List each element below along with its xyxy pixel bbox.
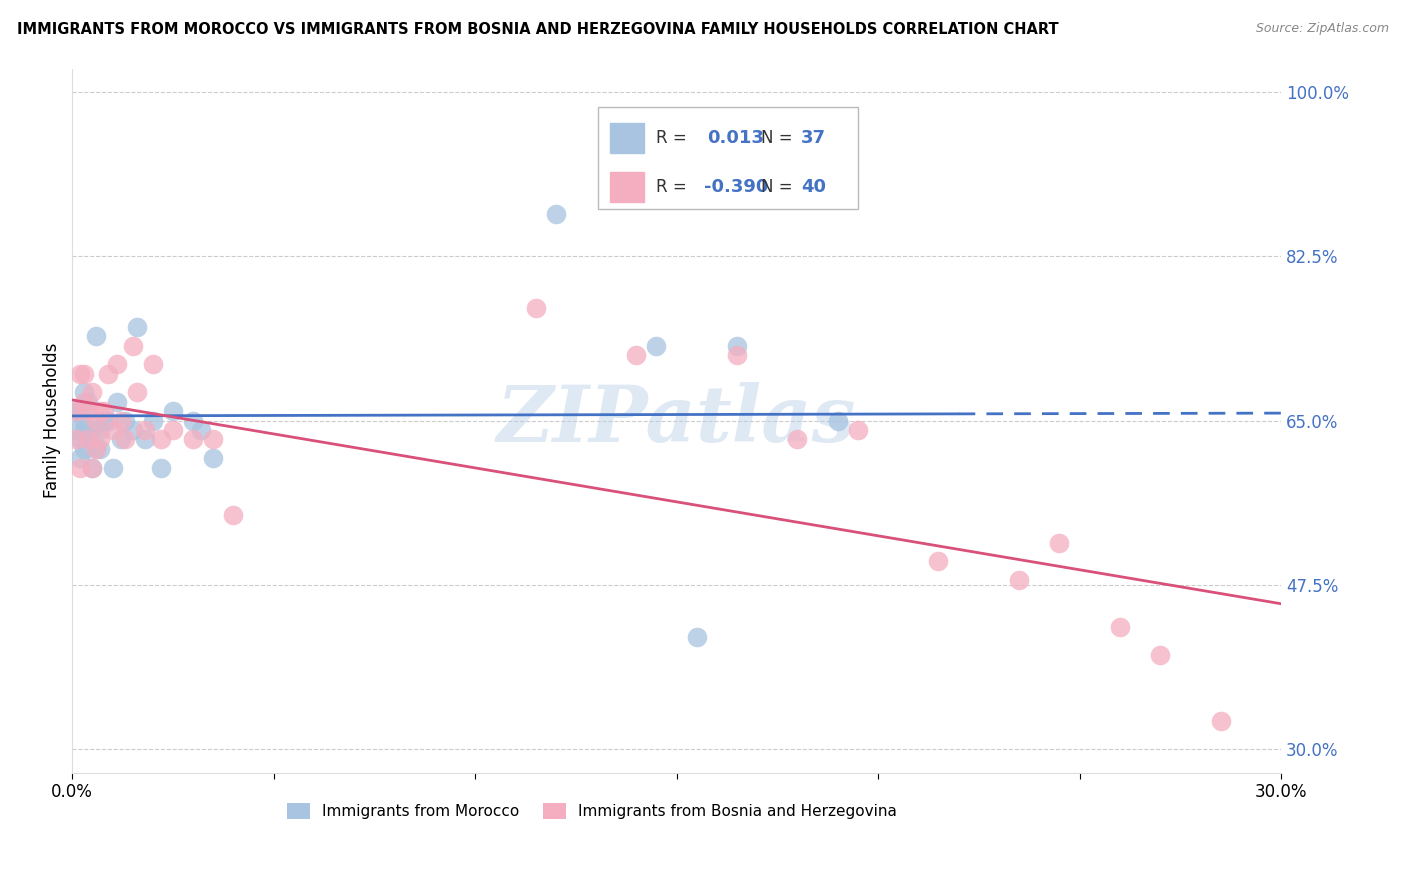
- Point: [69, 404, 91, 418]
- Point: [1209, 714, 1232, 728]
- Point: [827, 414, 849, 428]
- Point: [93, 414, 115, 428]
- Point: [114, 414, 136, 428]
- Text: -0.390: -0.390: [704, 178, 769, 196]
- Point: [89, 433, 111, 447]
- Text: 40: 40: [801, 178, 827, 196]
- Point: [105, 357, 128, 371]
- Point: [86, 442, 108, 456]
- Point: [686, 630, 709, 644]
- Point: [626, 348, 648, 362]
- Point: [69, 460, 91, 475]
- Text: N =: N =: [761, 178, 799, 196]
- Point: [725, 338, 748, 352]
- Point: [125, 319, 148, 334]
- Point: [202, 433, 225, 447]
- Point: [181, 414, 204, 428]
- Point: [73, 423, 96, 437]
- Point: [82, 460, 104, 475]
- Point: [125, 385, 148, 400]
- Point: [73, 414, 96, 428]
- Point: [77, 404, 100, 418]
- Point: [524, 301, 547, 315]
- Point: [65, 423, 87, 437]
- Point: [82, 385, 104, 400]
- Point: [149, 433, 172, 447]
- Text: R =: R =: [657, 178, 692, 196]
- Point: [73, 395, 96, 409]
- Point: [97, 414, 120, 428]
- Point: [1047, 535, 1070, 549]
- Legend: Immigrants from Morocco, Immigrants from Bosnia and Herzegovina: Immigrants from Morocco, Immigrants from…: [281, 797, 903, 825]
- Point: [89, 423, 111, 437]
- Point: [86, 329, 108, 343]
- Text: IMMIGRANTS FROM MOROCCO VS IMMIGRANTS FROM BOSNIA AND HERZEGOVINA FAMILY HOUSEHO: IMMIGRANTS FROM MOROCCO VS IMMIGRANTS FR…: [17, 22, 1059, 37]
- Point: [65, 404, 87, 418]
- Point: [162, 404, 184, 418]
- Bar: [610, 123, 644, 153]
- Point: [121, 423, 143, 437]
- Point: [65, 404, 87, 418]
- Point: [142, 414, 165, 428]
- Point: [202, 451, 225, 466]
- Point: [86, 442, 108, 456]
- Point: [101, 460, 124, 475]
- Point: [110, 433, 132, 447]
- Point: [105, 395, 128, 409]
- Point: [181, 433, 204, 447]
- Text: Source: ZipAtlas.com: Source: ZipAtlas.com: [1256, 22, 1389, 36]
- Point: [190, 423, 212, 437]
- Text: N =: N =: [761, 128, 799, 147]
- Point: [77, 433, 100, 447]
- Text: 0.013: 0.013: [707, 128, 763, 147]
- Point: [142, 357, 165, 371]
- Point: [89, 442, 111, 456]
- Point: [101, 423, 124, 437]
- Point: [73, 367, 96, 381]
- Point: [77, 395, 100, 409]
- Point: [786, 433, 808, 447]
- Point: [645, 338, 668, 352]
- Point: [89, 404, 111, 418]
- Point: [110, 414, 132, 428]
- Point: [65, 433, 87, 447]
- Point: [73, 385, 96, 400]
- Point: [149, 460, 172, 475]
- Point: [69, 367, 91, 381]
- Point: [222, 508, 245, 522]
- Point: [69, 451, 91, 466]
- Point: [1149, 648, 1171, 663]
- Point: [725, 348, 748, 362]
- Point: [134, 433, 156, 447]
- Point: [93, 404, 115, 418]
- Point: [82, 423, 104, 437]
- Point: [77, 433, 100, 447]
- Text: 37: 37: [801, 128, 827, 147]
- Point: [86, 414, 108, 428]
- Y-axis label: Family Households: Family Households: [44, 343, 60, 499]
- Point: [97, 367, 120, 381]
- Point: [927, 554, 949, 568]
- Point: [544, 207, 567, 221]
- Point: [82, 460, 104, 475]
- Point: [1008, 574, 1031, 588]
- Point: [69, 433, 91, 447]
- FancyBboxPatch shape: [598, 107, 858, 210]
- Point: [114, 433, 136, 447]
- Text: ZIPatlas: ZIPatlas: [496, 383, 856, 458]
- Point: [1108, 620, 1130, 634]
- Text: R =: R =: [657, 128, 692, 147]
- Point: [121, 338, 143, 352]
- Point: [73, 442, 96, 456]
- Bar: [610, 172, 644, 202]
- Point: [134, 423, 156, 437]
- Point: [162, 423, 184, 437]
- Point: [846, 423, 869, 437]
